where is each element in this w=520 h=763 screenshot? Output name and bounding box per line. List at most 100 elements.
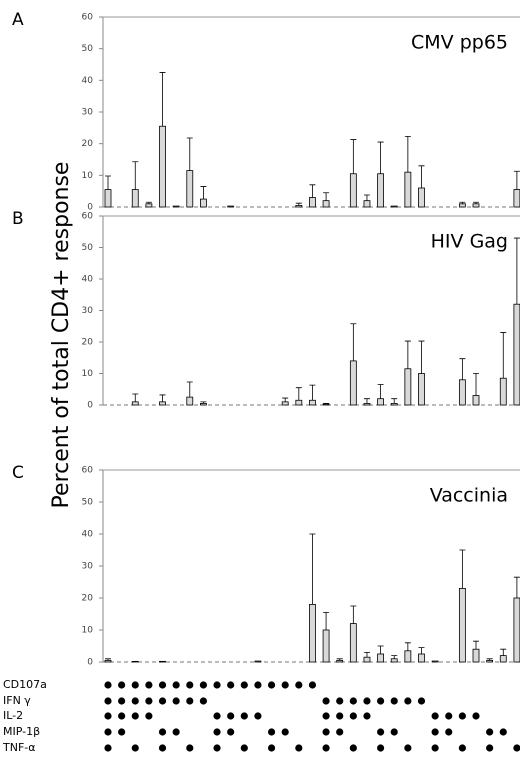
combination-dot [349, 697, 357, 705]
error-bar [459, 358, 466, 380]
bar [159, 125, 166, 208]
bar [472, 648, 480, 663]
combination-dot [336, 712, 344, 720]
error-bar [486, 658, 493, 661]
error-bar [363, 194, 370, 201]
y-tick-label: 40 [82, 275, 94, 285]
combination-dot [118, 681, 126, 689]
combination-dot [499, 728, 507, 736]
combination-dot [322, 712, 330, 720]
error-bar [350, 139, 357, 174]
combination-dot [513, 744, 520, 752]
chart-title: CMV pp65 [411, 32, 508, 54]
combination-dot [322, 744, 330, 752]
bar [322, 629, 330, 663]
error-bar [200, 186, 207, 200]
bar [349, 360, 357, 406]
combination-dot [336, 728, 344, 736]
bar [309, 197, 316, 208]
bar [390, 403, 398, 406]
combination-dot [172, 697, 180, 705]
error-bar [132, 393, 139, 402]
bar [377, 173, 385, 208]
bar [159, 401, 166, 406]
y-axis-label: Percent of total CD4+ response [49, 162, 74, 509]
y-tick-label: 0 [87, 203, 93, 213]
error-bar [459, 549, 466, 589]
combination-dot [131, 744, 139, 752]
bar [377, 398, 385, 406]
panel-label: B [12, 209, 24, 229]
error-bar [418, 647, 425, 654]
error-bar [282, 397, 289, 402]
bar [499, 377, 507, 406]
combination-dot [417, 697, 426, 705]
combination-dot [227, 728, 235, 736]
error-bar [186, 137, 193, 171]
combination-dot [131, 712, 139, 720]
error-bar [309, 384, 316, 401]
error-bar [377, 141, 384, 174]
combination-dot [227, 712, 235, 720]
bar [418, 187, 425, 208]
error-bar [513, 170, 520, 190]
combination-dot [377, 697, 385, 705]
combination-dot [104, 744, 112, 752]
bar [104, 189, 112, 208]
row-label: MIP-1β [3, 725, 40, 738]
combination-dot [377, 744, 385, 752]
bar [227, 205, 235, 208]
row-label: TNF-α [2, 741, 36, 754]
error-bar [500, 648, 507, 656]
error-bar [391, 655, 398, 659]
error-bar [418, 165, 425, 188]
y-tick-label: 30 [82, 108, 94, 118]
combination-dot [295, 744, 303, 752]
combination-dot [145, 712, 153, 720]
combination-dot [158, 681, 167, 689]
combination-dot [118, 712, 126, 720]
error-bar [350, 323, 357, 361]
y-tick-label: 0 [87, 658, 93, 668]
combination-dot [431, 744, 439, 752]
combination-dot [281, 728, 289, 736]
y-tick-label: 20 [82, 139, 94, 149]
bar [104, 660, 112, 663]
combination-dot [213, 744, 221, 752]
bar [458, 588, 466, 663]
y-tick-label: 50 [82, 44, 94, 54]
error-bar [295, 202, 302, 206]
bar [309, 604, 316, 663]
combination-dot [213, 728, 221, 736]
combination-dot [213, 681, 221, 689]
bar [431, 660, 439, 663]
combination-dot [322, 697, 330, 705]
error-bar [309, 184, 316, 198]
error-bar [186, 381, 193, 398]
bar [418, 373, 425, 406]
bar [513, 189, 520, 208]
panel-label: A [12, 10, 24, 30]
error-bar [418, 340, 425, 374]
combination-dot [431, 712, 439, 720]
y-tick-label: 20 [82, 594, 94, 604]
error-bar [459, 201, 466, 204]
bar [363, 403, 371, 406]
combination-dot [377, 728, 385, 736]
error-bar [159, 394, 166, 402]
combination-dot [104, 697, 112, 705]
combination-dot [227, 681, 235, 689]
bar [145, 203, 153, 208]
error-bar [159, 72, 166, 127]
bar [418, 653, 425, 663]
y-tick-label: 60 [82, 13, 94, 23]
bar [336, 660, 344, 663]
combination-dot [213, 712, 221, 720]
combination-dot [486, 728, 494, 736]
y-tick-label: 40 [82, 530, 94, 540]
error-bar [323, 403, 330, 405]
bar [472, 395, 480, 406]
combination-dot [404, 744, 412, 752]
y-tick-label: 40 [82, 76, 94, 86]
